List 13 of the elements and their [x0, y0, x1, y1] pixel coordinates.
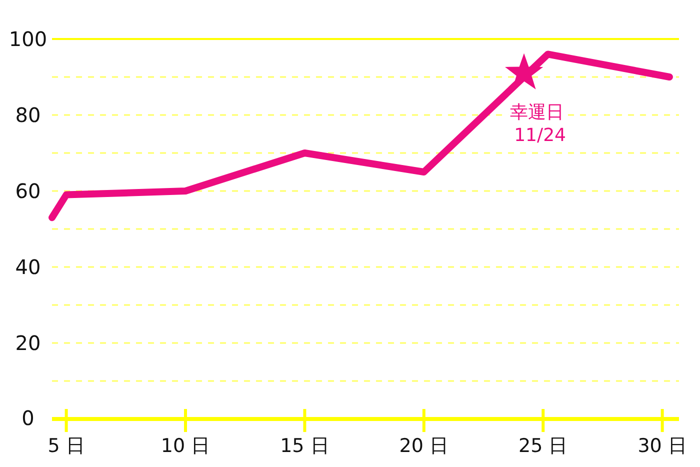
x-tick-label: 30 日: [638, 435, 687, 457]
y-tick-label: 20: [15, 331, 41, 355]
y-tick-label: 100: [8, 27, 48, 51]
x-tick-label: 25 日: [518, 435, 568, 457]
y-tick-label: 80: [15, 103, 41, 127]
y-tick-label: 40: [15, 255, 41, 279]
x-tick-label: 20 日: [399, 435, 449, 457]
x-tick-label: 15 日: [280, 435, 330, 457]
x-tick-label: 5 日: [48, 435, 85, 457]
y-tick-label: 60: [15, 179, 41, 203]
x-tick-label: 10 日: [160, 435, 210, 457]
annotation: 幸運日 11/24: [510, 102, 570, 146]
y-tick-label: 0: [22, 406, 34, 430]
